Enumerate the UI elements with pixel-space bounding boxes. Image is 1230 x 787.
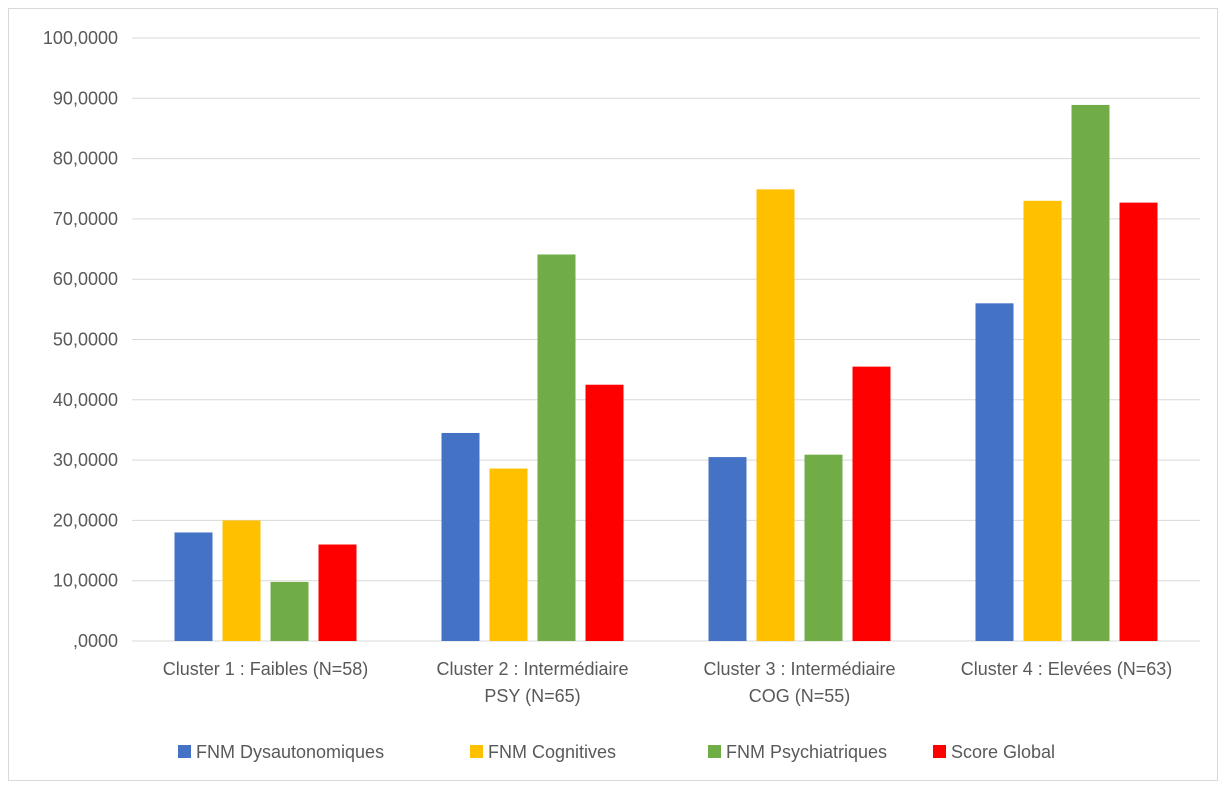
bar-fnm-cognitives <box>756 189 795 641</box>
legend-label: Score Global <box>951 742 1055 762</box>
x-category-label: COG (N=55) <box>749 686 851 706</box>
y-tick-label: 60,0000 <box>53 269 118 289</box>
legend-label: FNM Psychiatriques <box>726 742 887 762</box>
x-category-label: Cluster 1 : Faibles (N=58) <box>163 659 369 679</box>
bar-fnm-psychiatriques <box>537 254 576 642</box>
bar-fnm-dysautonomiques <box>174 532 213 641</box>
legend-label: FNM Cognitives <box>488 742 616 762</box>
y-tick-label: 70,0000 <box>53 209 118 229</box>
legend-swatch <box>178 745 191 758</box>
x-category-label: Cluster 4 : Elevées (N=63) <box>961 659 1173 679</box>
y-tick-label: 30,0000 <box>53 450 118 470</box>
bar-fnm-psychiatriques <box>270 581 309 641</box>
legend-swatch <box>470 745 483 758</box>
y-tick-label: 10,0000 <box>53 571 118 591</box>
bar-fnm-psychiatriques <box>804 454 843 641</box>
bar-fnm-cognitives <box>489 468 528 641</box>
y-tick-label: 40,0000 <box>53 390 118 410</box>
y-tick-label: 90,0000 <box>53 88 118 108</box>
legend-swatch <box>708 745 721 758</box>
y-tick-label: 50,0000 <box>53 330 118 350</box>
legend-swatch <box>933 745 946 758</box>
bar-score-global <box>318 544 357 641</box>
y-tick-label: 100,0000 <box>43 28 118 48</box>
bar-score-global <box>852 366 891 641</box>
x-category-label: Cluster 3 : Intermédiaire <box>703 659 895 679</box>
y-tick-label: ,0000 <box>73 631 118 651</box>
bar-fnm-dysautonomiques <box>708 457 747 641</box>
bar-score-global <box>1119 202 1158 641</box>
y-tick-label: 80,0000 <box>53 149 118 169</box>
bar-fnm-cognitives <box>1023 200 1062 641</box>
y-tick-label: 20,0000 <box>53 510 118 530</box>
bar-fnm-cognitives <box>222 520 261 641</box>
x-category-label: Cluster 2 : Intermédiaire <box>436 659 628 679</box>
bar-score-global <box>585 384 624 641</box>
legend-label: FNM Dysautonomiques <box>196 742 384 762</box>
bar-fnm-dysautonomiques <box>975 303 1014 641</box>
bar-fnm-psychiatriques <box>1071 104 1110 642</box>
bar-fnm-dysautonomiques <box>441 432 480 641</box>
x-category-label: PSY (N=65) <box>484 686 580 706</box>
